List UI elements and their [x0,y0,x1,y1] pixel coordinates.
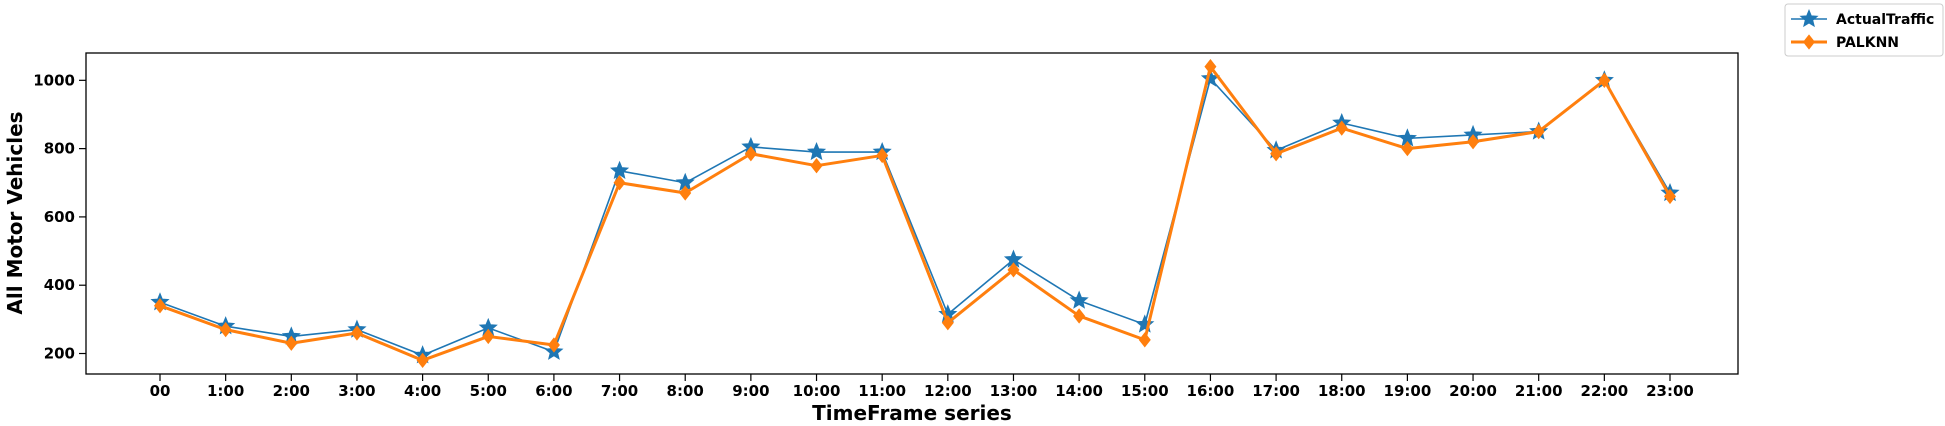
data-point [1007,262,1020,278]
x-tick-label: 3:00 [338,382,375,400]
data-point [1401,140,1414,157]
data-point [350,325,363,341]
x-tick-label: 12:00 [924,382,972,400]
plot-area-frame [85,52,1739,375]
y-axis: 200 400 600 800 1000 [33,71,86,363]
legend-marker [1802,34,1816,50]
data-point [876,147,889,164]
x-tick-label: 18:00 [1318,382,1366,400]
data-point [1270,146,1283,162]
data-point [1532,123,1545,140]
legend-label: PALKNN [1836,35,1899,51]
y-tick-label: 1000 [33,71,75,89]
x-tick-label: 11:00 [858,382,906,400]
x-axis: 00 1:00 2:00 3:00 4:00 5:00 6:00 7:00 8:00 9:00 10… [150,374,1694,400]
series-line [159,77,1671,357]
x-tick-label: 23:00 [1646,382,1694,400]
series-palknn [153,59,1677,368]
data-point [1467,134,1480,150]
legend-item: PALKNN [1791,34,1899,51]
y-tick-label: 600 [44,208,75,226]
data-point [941,315,954,331]
y-tick-label: 200 [44,345,75,363]
data-point [806,141,827,161]
data-point [482,328,495,345]
x-tick-label: 6:00 [535,382,572,400]
y-tick-label: 800 [44,140,75,158]
x-tick-label: 00 [150,382,171,400]
data-point [1335,120,1348,136]
series-actualtraffic [150,68,1680,364]
legend-marker [1799,8,1819,28]
data-point [1598,72,1611,88]
x-tick-label: 14:00 [1055,382,1103,400]
x-tick-label: 5:00 [470,382,507,400]
data-point [1138,332,1151,348]
legend: ActualTraffic PALKNN [1784,3,1944,57]
legend-item: ActualTraffic [1791,8,1934,28]
y-tick-label: 400 [44,276,75,294]
x-tick-label: 21:00 [1515,382,1563,400]
data-point [285,335,298,351]
x-tick-label: 8:00 [667,382,704,400]
x-tick-label: 2:00 [273,382,310,400]
x-tick-label: 16:00 [1187,382,1235,400]
series-line [159,65,1672,362]
x-tick-label: 19:00 [1384,382,1432,400]
x-tick-label: 22:00 [1580,382,1628,400]
y-axis-title: All Motor Vehicles [3,111,27,314]
data-point [219,321,232,338]
data-point [1073,308,1086,324]
data-point [610,160,630,179]
data-point [547,337,560,353]
x-tick-label: 7:00 [601,382,638,400]
x-tick-label: 1:00 [207,382,244,400]
x-tick-label: 13:00 [990,382,1038,400]
series-layer [150,59,1680,368]
data-point [416,352,429,368]
x-tick-label: 20:00 [1449,382,1497,400]
data-point [613,175,626,191]
legend-label: ActualTraffic [1836,12,1934,28]
x-axis-title: TimeFrame series [812,401,1012,425]
data-point [1069,290,1089,309]
x-tick-label: 17:00 [1252,382,1300,400]
data-point [1663,188,1677,205]
data-point [679,185,692,201]
x-tick-label: 10:00 [793,382,841,400]
data-point [744,146,757,162]
x-tick-label: 9:00 [732,382,769,400]
x-tick-label: 4:00 [404,382,441,400]
data-point [1204,59,1217,75]
x-tick-label: 15:00 [1121,382,1169,400]
data-point [153,298,167,314]
data-point [810,158,823,174]
